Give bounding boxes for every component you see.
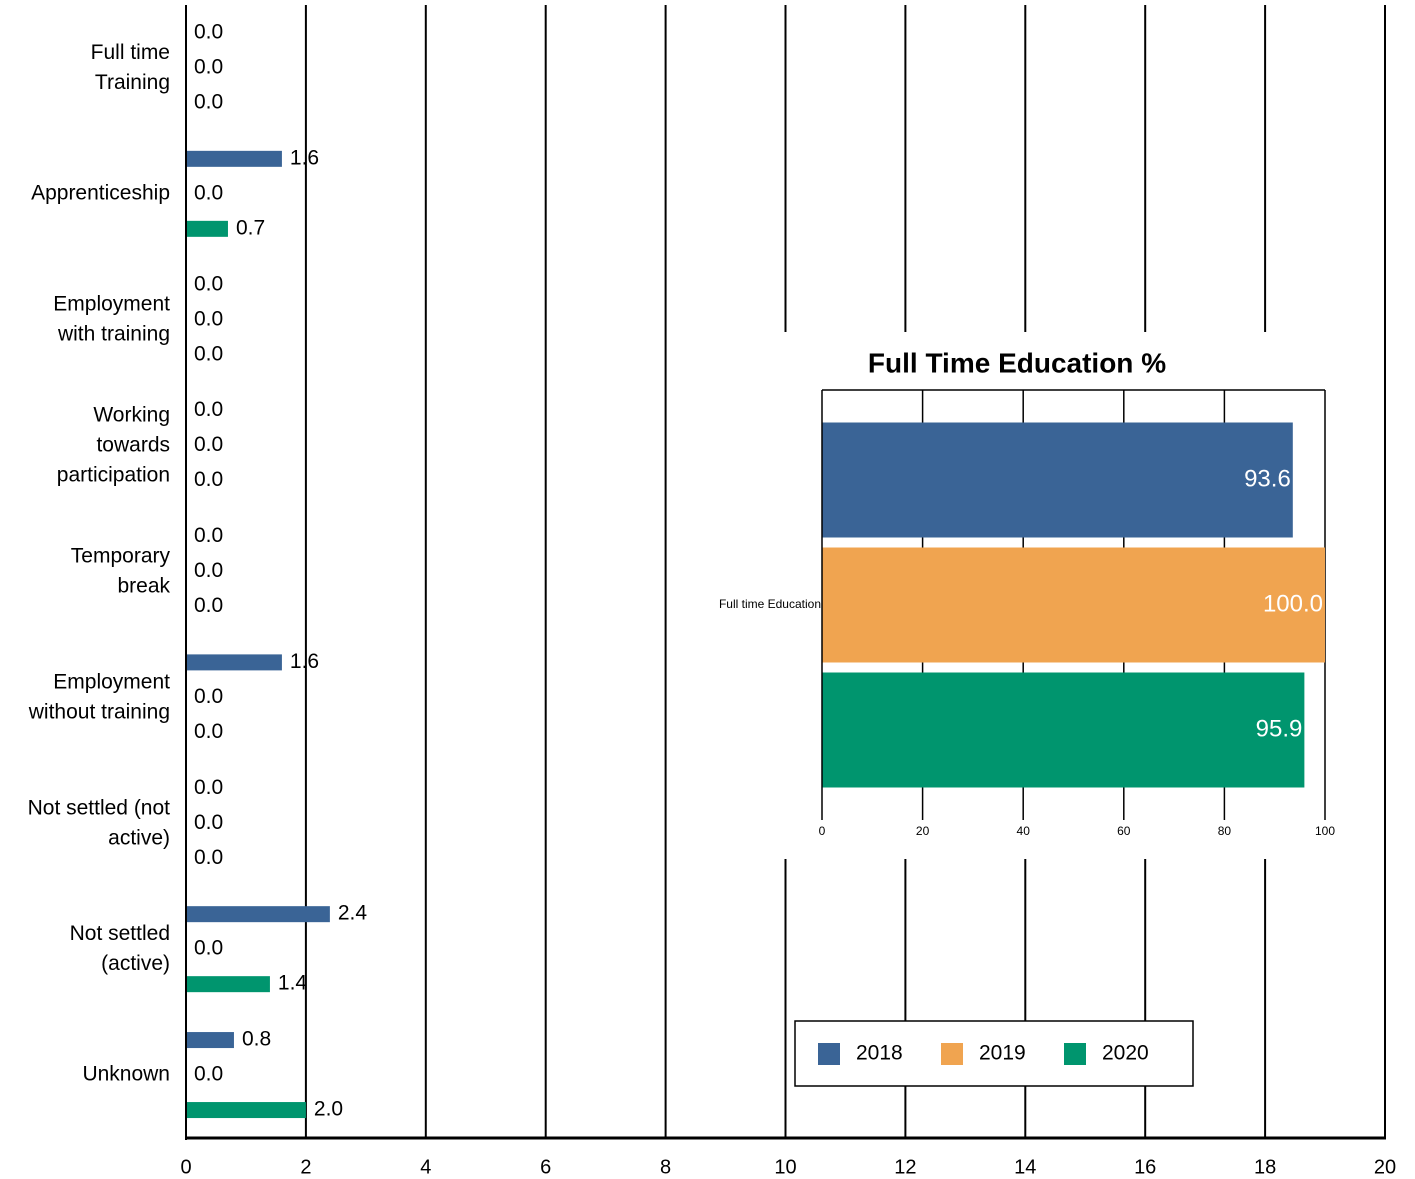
category-label: Full time Training [91, 40, 170, 93]
x-tick-label: 14 [1014, 1156, 1036, 1178]
x-tick-label: 0 [180, 1156, 191, 1178]
x-tick-label: 20 [1374, 1156, 1396, 1178]
category-label: Unknown [82, 1063, 170, 1086]
legend-label: 2020 [1102, 1042, 1149, 1065]
data-label: 0.0 [194, 307, 223, 330]
x-tick-label: 10 [774, 1156, 796, 1178]
data-label: 0.0 [194, 342, 223, 365]
category-label: Full time Education [719, 597, 821, 611]
inset-title: Full Time Education % [868, 347, 1166, 378]
category-label: Apprenticeship [31, 181, 170, 204]
data-label: 0.0 [194, 846, 223, 869]
legend-swatch [1064, 1043, 1086, 1065]
category-label: Employment with training [53, 292, 170, 345]
legend-label: 2018 [856, 1042, 903, 1065]
data-label: 0.0 [194, 937, 223, 960]
category-label: Temporary break [71, 544, 171, 597]
x-tick-label: 8 [660, 1156, 671, 1178]
data-label: 0.0 [194, 776, 223, 799]
x-tick-label: 60 [1117, 824, 1131, 838]
data-label: 0.7 [236, 216, 265, 239]
legend-swatch [941, 1043, 963, 1065]
data-label: 100.0 [1263, 590, 1323, 617]
legend-swatch [818, 1043, 840, 1065]
bar [186, 150, 282, 167]
bar [186, 976, 270, 993]
data-label: 95.9 [1256, 715, 1303, 742]
data-label: 0.8 [242, 1028, 271, 1051]
x-tick-label: 0 [819, 824, 826, 838]
x-tick-label: 18 [1254, 1156, 1276, 1178]
category-label: Not settled (active) [70, 922, 170, 975]
bar [186, 906, 330, 923]
data-label: 0.0 [194, 1063, 223, 1086]
data-label: 93.6 [1244, 465, 1291, 492]
legend-label: 2019 [979, 1042, 1026, 1065]
x-tick-label: 2 [300, 1156, 311, 1178]
x-tick-label: 80 [1218, 824, 1232, 838]
bar [822, 547, 1325, 663]
data-label: 0.0 [194, 468, 223, 491]
data-label: 2.0 [314, 1098, 343, 1121]
legend-box [794, 1020, 1194, 1087]
bar [186, 654, 282, 671]
x-tick-label: 100 [1315, 824, 1335, 838]
x-tick-label: 20 [916, 824, 930, 838]
bar [186, 1032, 234, 1049]
x-tick-label: 12 [894, 1156, 916, 1178]
bar [186, 220, 228, 237]
data-label: 0.0 [194, 685, 223, 708]
bar [822, 672, 1305, 788]
data-label: 1.6 [290, 146, 319, 169]
data-label: 2.4 [338, 902, 368, 925]
data-label: 0.0 [194, 272, 223, 295]
data-label: 1.6 [290, 650, 319, 673]
data-label: 0.0 [194, 90, 223, 113]
data-label: 0.0 [194, 524, 223, 547]
data-label: 0.0 [194, 433, 223, 456]
data-label: 0.0 [194, 811, 223, 834]
data-label: 0.0 [194, 559, 223, 582]
bar [186, 1102, 306, 1119]
category-label: Employment without training [28, 670, 170, 723]
data-label: 0.0 [194, 398, 223, 421]
data-label: 0.0 [194, 720, 223, 743]
category-label: Working towards participation [57, 403, 170, 486]
data-label: 0.0 [194, 181, 223, 204]
x-tick-label: 16 [1134, 1156, 1156, 1178]
data-label: 0.0 [194, 594, 223, 617]
x-tick-label: 6 [540, 1156, 551, 1178]
x-tick-label: 4 [420, 1156, 431, 1178]
x-tick-label: 40 [1017, 824, 1031, 838]
bar [822, 422, 1293, 538]
data-label: 1.4 [278, 972, 308, 995]
category-label: Not settled (not active) [28, 796, 171, 849]
data-label: 0.0 [194, 20, 223, 43]
data-label: 0.0 [194, 55, 223, 78]
